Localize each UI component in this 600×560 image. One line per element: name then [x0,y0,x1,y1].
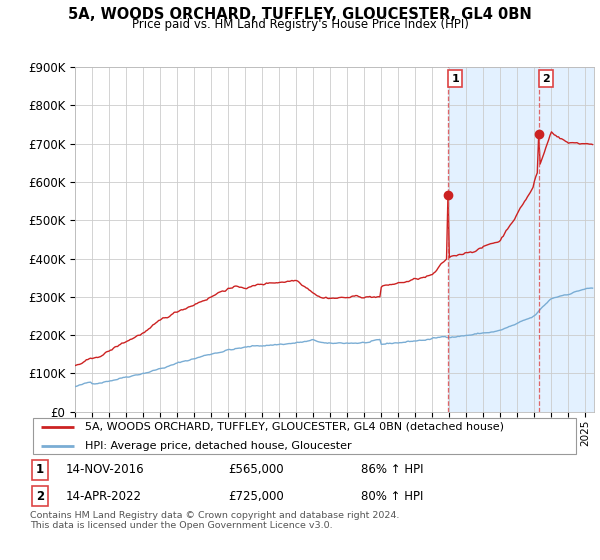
Text: £565,000: £565,000 [229,463,284,476]
Text: 80% ↑ HPI: 80% ↑ HPI [361,490,424,503]
Text: 2: 2 [36,490,44,503]
Text: 86% ↑ HPI: 86% ↑ HPI [361,463,424,476]
Text: 5A, WOODS ORCHARD, TUFFLEY, GLOUCESTER, GL4 0BN (detached house): 5A, WOODS ORCHARD, TUFFLEY, GLOUCESTER, … [85,422,504,432]
Text: Contains HM Land Registry data © Crown copyright and database right 2024.
This d: Contains HM Land Registry data © Crown c… [30,511,400,530]
Text: 14-APR-2022: 14-APR-2022 [66,490,142,503]
Text: 1: 1 [36,463,44,476]
Text: HPI: Average price, detached house, Gloucester: HPI: Average price, detached house, Glou… [85,441,352,450]
Text: 1: 1 [451,74,459,83]
Text: 5A, WOODS ORCHARD, TUFFLEY, GLOUCESTER, GL4 0BN: 5A, WOODS ORCHARD, TUFFLEY, GLOUCESTER, … [68,7,532,22]
FancyBboxPatch shape [33,418,577,454]
Bar [448,67,593,412]
Text: Price paid vs. HM Land Registry's House Price Index (HPI): Price paid vs. HM Land Registry's House … [131,18,469,31]
Text: £725,000: £725,000 [229,490,284,503]
Text: 2: 2 [542,74,550,83]
Text: 14-NOV-2016: 14-NOV-2016 [66,463,145,476]
